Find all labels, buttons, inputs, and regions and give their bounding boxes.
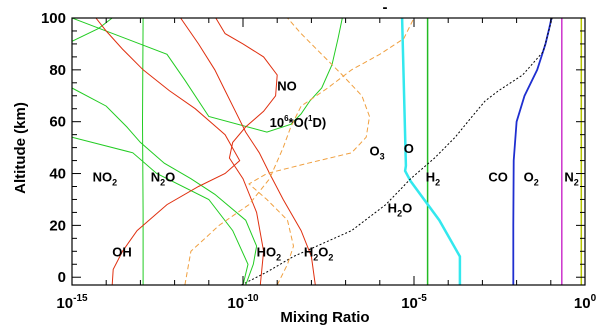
axis-ticks	[71, 17, 586, 285]
x-tick-label: 100	[574, 293, 597, 312]
curve-no2	[72, 87, 258, 285]
curve-o3	[241, 18, 553, 285]
species-labels: NO2 N2O NO 106*O(1D) O3 O H2 CO O2 N2 H2O OH HO2 H2O2	[93, 79, 579, 263]
curve-o	[248, 18, 371, 285]
curve-no	[72, 136, 249, 285]
y-axis-title: Altitude (km)	[12, 102, 29, 194]
label-ho2: HO2	[257, 244, 282, 262]
y-tick-label: 60	[49, 114, 66, 131]
series-curves	[72, 18, 583, 285]
plot-frame	[71, 17, 586, 286]
label-no: NO	[277, 79, 297, 94]
label-h2o2: H2O2	[304, 244, 334, 262]
x-tick-label: 10-15	[56, 293, 88, 312]
y-tick-label: 20	[49, 217, 66, 234]
y-tick-label: 0	[58, 269, 66, 286]
curve-o1d	[184, 18, 415, 285]
label-co: CO	[488, 169, 508, 184]
x-tick-label: 10-5	[401, 293, 427, 312]
top-mark: -	[383, 0, 388, 16]
label-o2: O2	[524, 169, 539, 187]
x-axis-title: Mixing Ratio	[280, 309, 369, 326]
curve-h2o2	[180, 18, 316, 285]
label-n2o: N2O	[151, 169, 176, 187]
x-tick-label: 10-10	[227, 293, 259, 312]
curve-co	[512, 18, 553, 285]
label-no2: NO2	[93, 169, 118, 187]
curve-n2o	[141, 18, 144, 285]
tick-labels: 10-15 10-10 10-5 100 0 20 40 60 80 100	[41, 10, 597, 312]
curve-oh	[95, 18, 241, 285]
label-o1d: 106*O(1D)	[270, 114, 327, 130]
curve-no2-upper	[72, 18, 113, 42]
label-o3: O3	[370, 143, 385, 161]
curve-no-upper	[72, 18, 343, 133]
label-h2: H2	[426, 169, 440, 187]
y-tick-label: 80	[49, 62, 66, 79]
label-o: O	[404, 141, 414, 156]
label-oh: OH	[112, 244, 132, 259]
curve-ho2	[215, 18, 278, 285]
y-tick-label: 40	[49, 166, 66, 183]
y-tick-label: 100	[41, 10, 66, 27]
label-h2o: H2O	[388, 200, 413, 218]
label-n2: N2	[564, 169, 578, 187]
curve-h2o	[400, 18, 462, 285]
